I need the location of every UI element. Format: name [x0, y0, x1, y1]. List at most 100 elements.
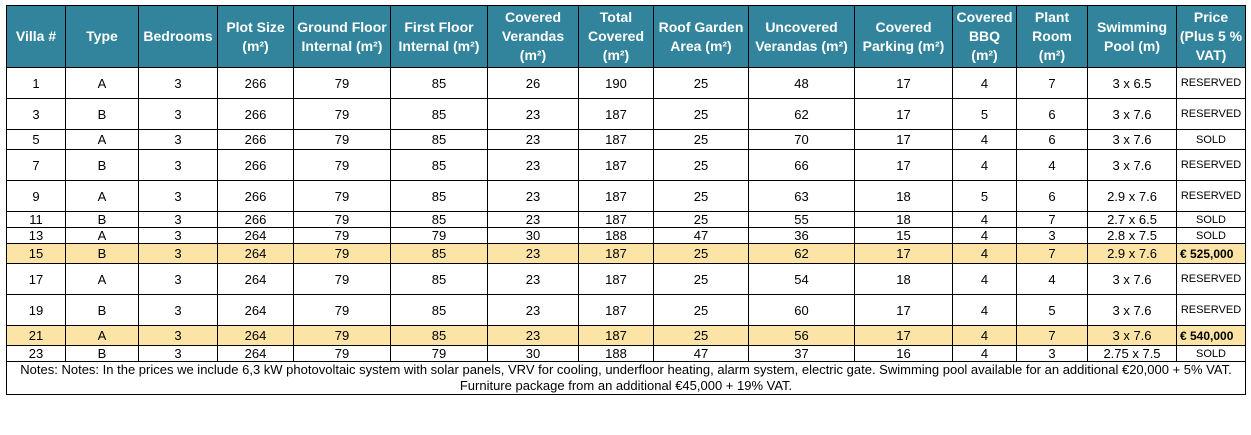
covered-parking-cell: 18 — [854, 211, 953, 228]
total-covered-cell: 188 — [578, 345, 654, 362]
villa-number-cell: 21 — [6, 325, 66, 346]
ground-floor-cell: 79 — [293, 325, 391, 346]
swimming-pool-cell: 2.8 x 7.5 — [1087, 227, 1177, 244]
type-cell: A — [65, 227, 139, 244]
plant-room-cell: 6 — [1016, 98, 1088, 130]
ground-floor-cell: 79 — [293, 180, 391, 212]
villa-number-cell: 9 — [6, 180, 66, 212]
total-covered-cell: 187 — [578, 243, 654, 264]
covered-verandas-cell: 23 — [487, 294, 579, 326]
plant-room-cell: 3 — [1016, 227, 1088, 244]
notes-row: Notes: Notes: In the prices we include 6… — [6, 361, 1246, 395]
plant-room-cell: 4 — [1016, 263, 1088, 295]
plant-room-cell: 7 — [1016, 67, 1088, 99]
covered-verandas-cell: 23 — [487, 243, 579, 264]
price-status-cell: SOLD — [1176, 129, 1246, 150]
roof-garden-cell: 25 — [653, 211, 749, 228]
covered-verandas-cell: 23 — [487, 129, 579, 150]
notes-text: Notes: Notes: In the prices we include 6… — [6, 361, 1246, 395]
roof-garden-cell: 25 — [653, 129, 749, 150]
covered-bbq-cell: 4 — [952, 149, 1017, 181]
col-header-ground-floor: Ground Floor Internal (m²) — [293, 5, 391, 68]
uncovered-verandas-cell: 70 — [748, 129, 855, 150]
bedrooms-cell: 3 — [138, 149, 218, 181]
roof-garden-cell: 47 — [653, 227, 749, 244]
roof-garden-cell: 25 — [653, 325, 749, 346]
price-status-cell: RESERVED — [1176, 67, 1246, 99]
swimming-pool-cell: 3 x 7.6 — [1087, 325, 1177, 346]
covered-parking-cell: 16 — [854, 345, 953, 362]
villa-row: 1 A 3 266 79 85 26 190 25 48 17 4 7 3 x 6.5 RESERVED — [6, 67, 1246, 99]
type-cell: B — [65, 98, 139, 130]
price-status-cell: RESERVED — [1176, 149, 1246, 181]
ground-floor-cell: 79 — [293, 243, 391, 264]
col-header-plant-room: Plant Room (m²) — [1016, 5, 1088, 68]
ground-floor-cell: 79 — [293, 227, 391, 244]
first-floor-cell: 79 — [390, 345, 488, 362]
col-header-roof-garden: Roof Garden Area (m²) — [653, 5, 749, 68]
plot-size-cell: 266 — [217, 67, 294, 99]
covered-parking-cell: 18 — [854, 180, 953, 212]
total-covered-cell: 187 — [578, 149, 654, 181]
covered-bbq-cell: 4 — [952, 227, 1017, 244]
villa-number-cell: 19 — [6, 294, 66, 326]
bedrooms-cell: 3 — [138, 129, 218, 150]
uncovered-verandas-cell: 62 — [748, 98, 855, 130]
plant-room-cell: 3 — [1016, 345, 1088, 362]
roof-garden-cell: 25 — [653, 67, 749, 99]
first-floor-cell: 85 — [390, 243, 488, 264]
villa-row: 3 B 3 266 79 85 23 187 25 62 17 5 6 3 x 7.6 RESERVED — [6, 98, 1246, 130]
total-covered-cell: 187 — [578, 180, 654, 212]
plot-size-cell: 266 — [217, 211, 294, 228]
roof-garden-cell: 47 — [653, 345, 749, 362]
type-cell: B — [65, 243, 139, 264]
covered-verandas-cell: 30 — [487, 345, 579, 362]
roof-garden-cell: 25 — [653, 180, 749, 212]
first-floor-cell: 85 — [390, 67, 488, 99]
villa-row: 23 B 3 264 79 79 30 188 47 37 16 4 3 2.75 x 7.5 SOLD — [6, 345, 1246, 362]
uncovered-verandas-cell: 48 — [748, 67, 855, 99]
bedrooms-cell: 3 — [138, 263, 218, 295]
bedrooms-cell: 3 — [138, 294, 218, 326]
villa-row: 15 B 3 264 79 85 23 187 25 62 17 4 7 2.9 x 7.6 € 525,0… — [6, 243, 1246, 264]
villa-number-cell: 17 — [6, 263, 66, 295]
ground-floor-cell: 79 — [293, 211, 391, 228]
covered-bbq-cell: 4 — [952, 345, 1017, 362]
price-status-cell: RESERVED — [1176, 180, 1246, 212]
ground-floor-cell: 79 — [293, 149, 391, 181]
total-covered-cell: 187 — [578, 263, 654, 295]
type-cell: B — [65, 211, 139, 228]
covered-verandas-cell: 23 — [487, 325, 579, 346]
villa-number-cell: 5 — [6, 129, 66, 150]
total-covered-cell: 187 — [578, 325, 654, 346]
price-status-cell: RESERVED — [1176, 263, 1246, 295]
villa-number-cell: 23 — [6, 345, 66, 362]
covered-bbq-cell: 4 — [952, 325, 1017, 346]
first-floor-cell: 85 — [390, 129, 488, 150]
uncovered-verandas-cell: 62 — [748, 243, 855, 264]
ground-floor-cell: 79 — [293, 98, 391, 130]
covered-parking-cell: 15 — [854, 227, 953, 244]
type-cell: A — [65, 325, 139, 346]
type-cell: A — [65, 67, 139, 99]
type-cell: A — [65, 129, 139, 150]
covered-verandas-cell: 23 — [487, 263, 579, 295]
total-covered-cell: 187 — [578, 98, 654, 130]
covered-verandas-cell: 23 — [487, 149, 579, 181]
villa-number-cell: 11 — [6, 211, 66, 228]
col-header-covered-verandas: Covered Verandas (m²) — [487, 5, 579, 68]
villa-availability-table: Villa # Type Bedrooms Plot Size (m²) Gro… — [6, 5, 1246, 395]
price-status-cell: RESERVED — [1176, 98, 1246, 130]
first-floor-cell: 85 — [390, 149, 488, 181]
total-covered-cell: 187 — [578, 211, 654, 228]
covered-parking-cell: 18 — [854, 263, 953, 295]
villa-number-cell: 3 — [6, 98, 66, 130]
plant-room-cell: 6 — [1016, 129, 1088, 150]
plot-size-cell: 264 — [217, 345, 294, 362]
covered-verandas-cell: 23 — [487, 98, 579, 130]
roof-garden-cell: 25 — [653, 294, 749, 326]
plot-size-cell: 264 — [217, 227, 294, 244]
covered-parking-cell: 17 — [854, 67, 953, 99]
first-floor-cell: 85 — [390, 263, 488, 295]
swimming-pool-cell: 3 x 7.6 — [1087, 149, 1177, 181]
